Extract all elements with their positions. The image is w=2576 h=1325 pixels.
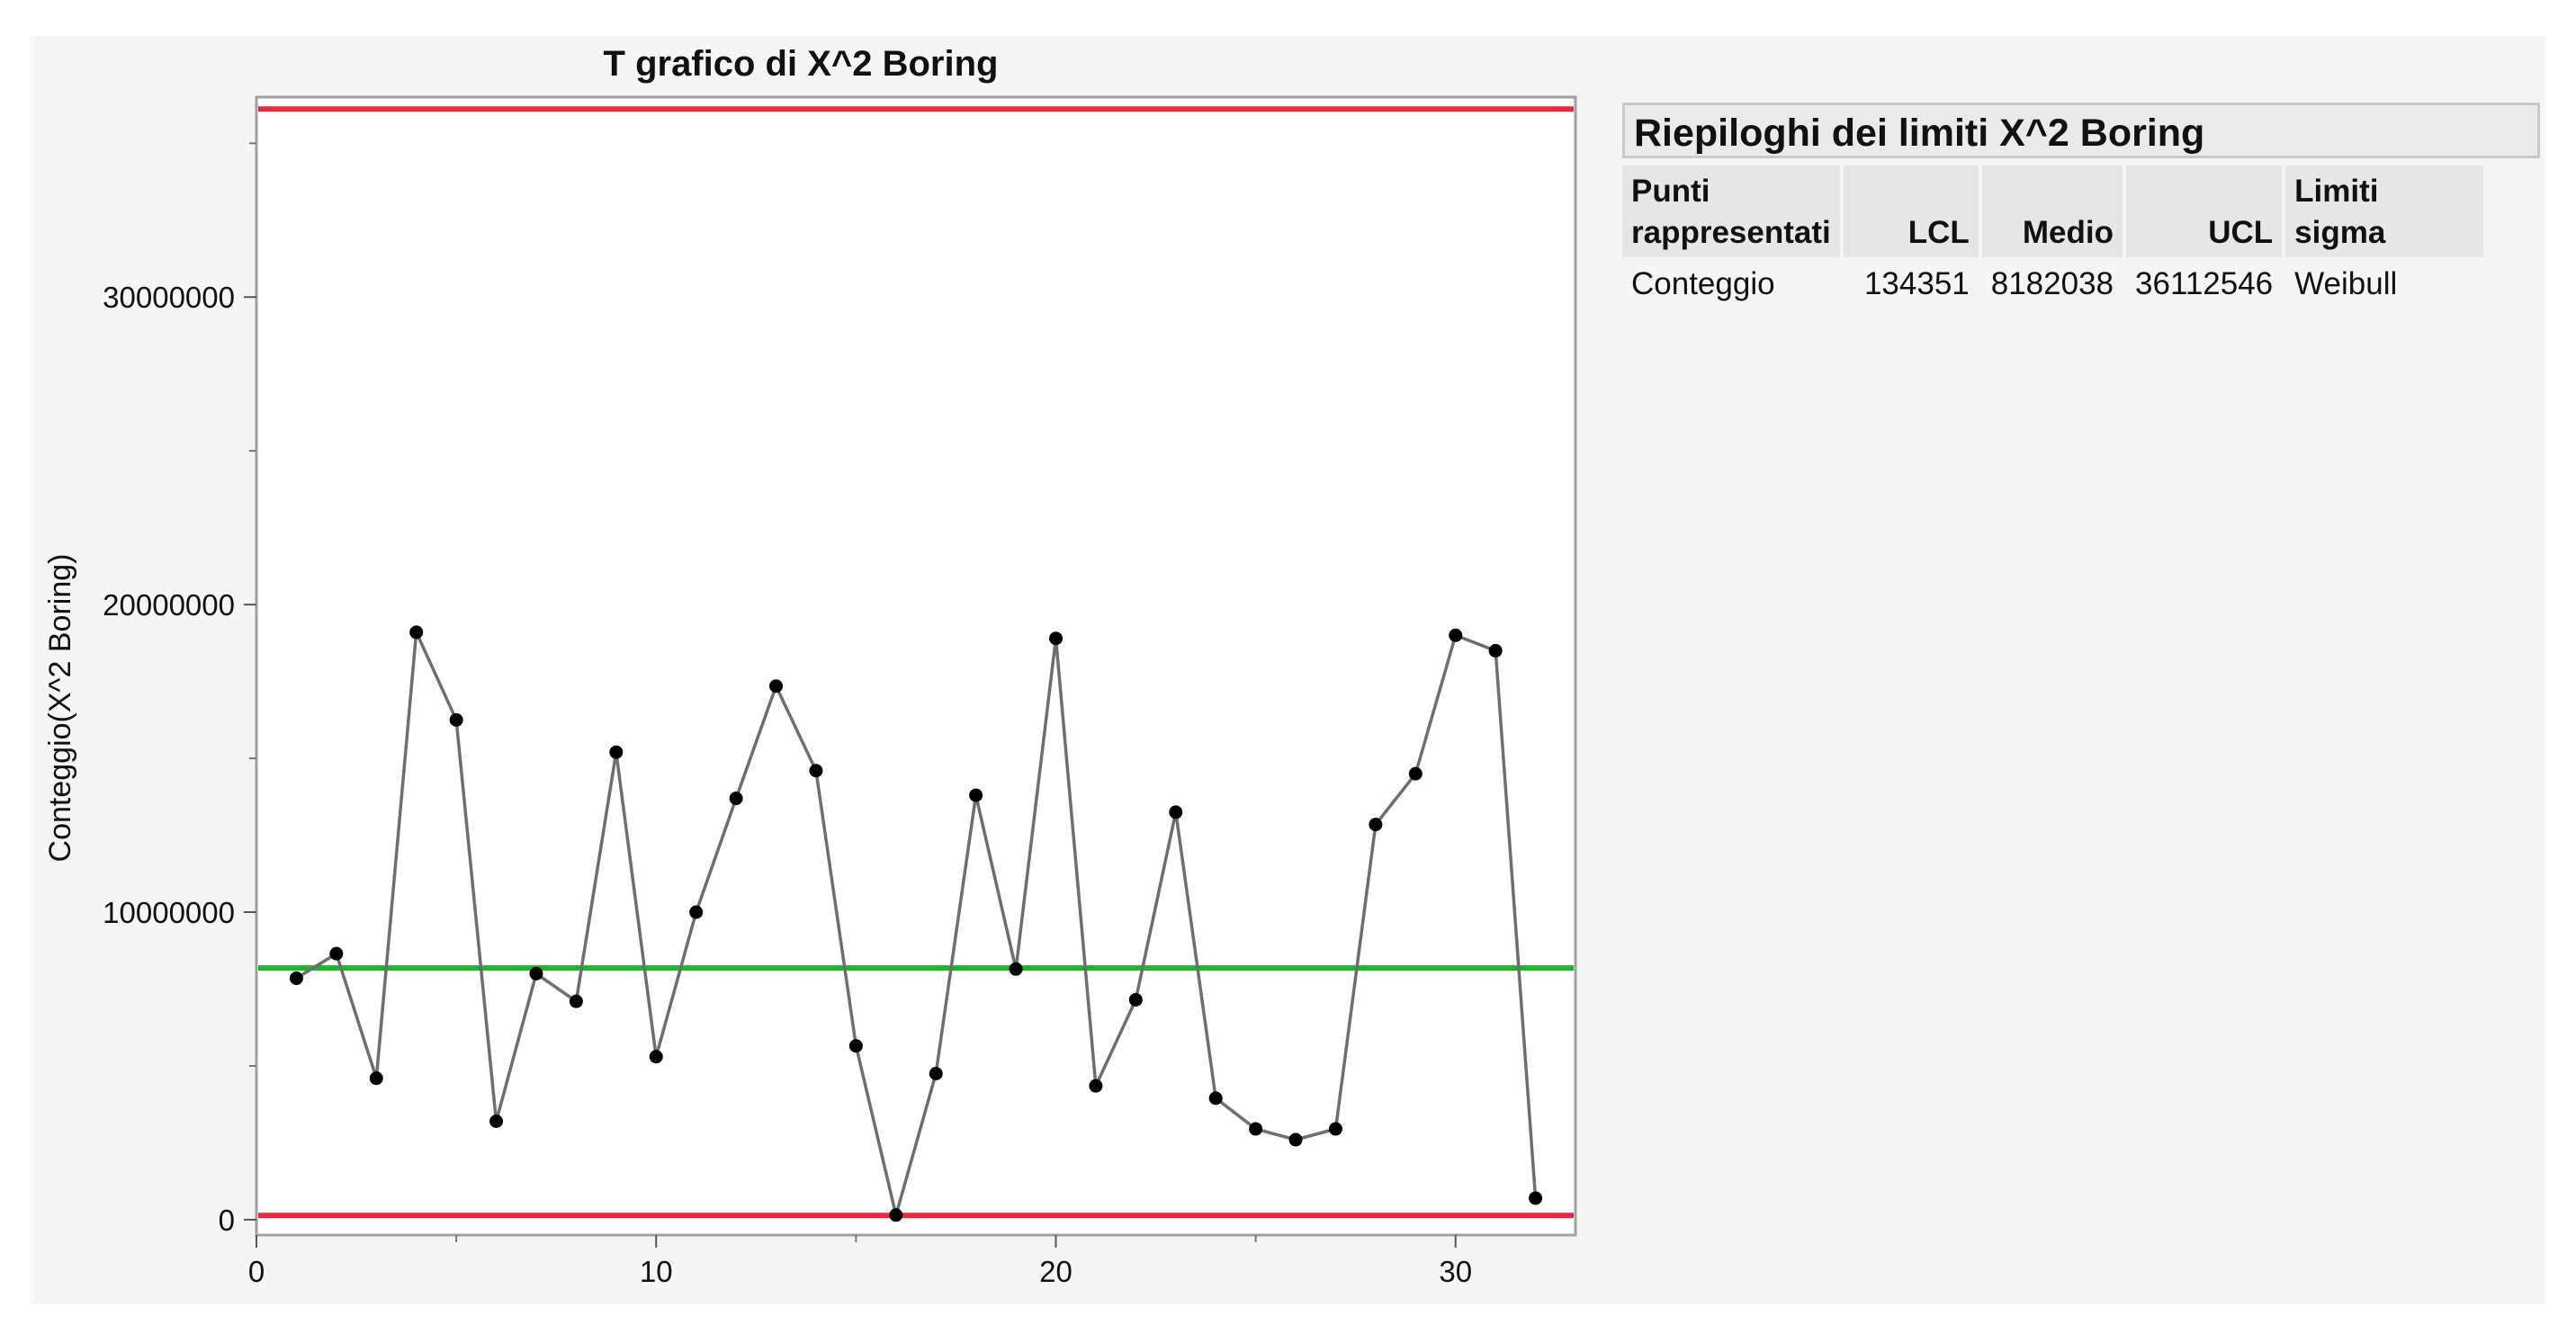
data-point — [769, 679, 784, 694]
data-point — [809, 764, 823, 778]
cell-sigma-limits: Weibull — [2294, 266, 2398, 301]
data-point — [1089, 1079, 1103, 1093]
data-point — [1488, 643, 1503, 658]
data-point — [329, 946, 344, 961]
data-point — [1048, 631, 1063, 646]
control-chart: T grafico di X^2 Boring Conteggio(X^2 Bo… — [43, 44, 1577, 1288]
x-tick-label: 10 — [640, 1255, 673, 1288]
data-point — [1449, 628, 1463, 642]
data-point — [369, 1071, 383, 1086]
table-row: Conteggio 134351 8182038 36112546 Weibul… — [1622, 257, 2483, 311]
series-line — [295, 631, 1538, 1217]
header-points-plotted: Punti rappresentati — [1622, 166, 1840, 257]
chart-title: T grafico di X^2 Boring — [604, 44, 999, 84]
data-point — [889, 1208, 903, 1222]
data-point — [609, 745, 624, 759]
data-point — [1009, 962, 1023, 976]
cell-points-plotted: Conteggio — [1631, 266, 1775, 301]
data-point — [689, 905, 704, 919]
cell-ucl: 36112546 — [2135, 266, 2274, 301]
cell-lcl: 134351 — [1863, 266, 1970, 301]
data-point — [969, 788, 983, 802]
y-axis-label: Conteggio(X^2 Boring) — [43, 554, 77, 863]
data-point — [929, 1067, 943, 1081]
data-point — [1288, 1133, 1303, 1147]
data-point — [1169, 805, 1183, 819]
summary-title: Riepiloghi dei limiti X^2 Boring — [1622, 103, 2540, 158]
data-point — [449, 712, 463, 727]
data-point — [729, 792, 743, 806]
data-point — [1369, 818, 1383, 832]
y-tick-label: 0 — [219, 1204, 235, 1237]
data-point — [848, 1039, 863, 1053]
cell-center: 8182038 — [1990, 266, 2114, 301]
x-tick-label: 30 — [1439, 1255, 1472, 1288]
data-point — [1208, 1091, 1223, 1106]
data-point — [409, 625, 424, 640]
header-sigma-limits: Limiti sigma — [2285, 166, 2484, 257]
data-point — [569, 994, 583, 1008]
y-tick-label: 20000000 — [103, 588, 235, 622]
header-center: Medio — [1981, 166, 2123, 257]
data-point — [289, 971, 303, 986]
data-point — [1328, 1122, 1342, 1136]
limit-summary-table: Punti rappresentati LCL Medio UCL Limiti … — [1619, 166, 2487, 311]
x-tick-label: 0 — [248, 1255, 265, 1288]
x-tick-label: 20 — [1039, 1255, 1073, 1288]
header-ucl: UCL — [2126, 166, 2283, 257]
data-point — [489, 1115, 504, 1128]
table-header-row: Punti rappresentati LCL Medio UCL Limiti … — [1622, 166, 2484, 257]
y-tick-label: 10000000 — [103, 896, 235, 929]
data-point — [1128, 992, 1143, 1007]
data-point — [1529, 1191, 1543, 1205]
y-tick-label: 30000000 — [103, 281, 235, 314]
limit-summary-panel: Riepiloghi dei limiti X^2 Boring Punti ra… — [1622, 103, 2540, 311]
data-point — [1408, 766, 1423, 781]
data-point — [1249, 1122, 1263, 1136]
data-point — [649, 1050, 663, 1064]
header-lcl: LCL — [1843, 166, 1979, 257]
plot-area — [255, 95, 1577, 1237]
data-point — [529, 966, 543, 980]
